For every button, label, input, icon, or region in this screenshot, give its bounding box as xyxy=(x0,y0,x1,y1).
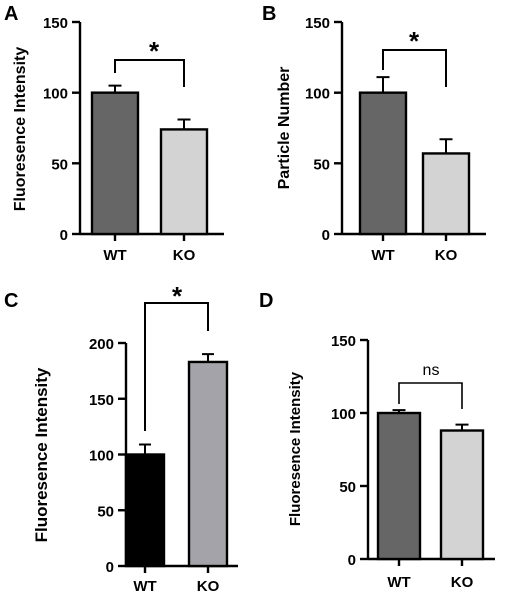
panel-d-tick-label: 50 xyxy=(339,479,356,496)
panel-c-tick-label: 100 xyxy=(89,448,114,465)
panel-c-y-axis: 0 50 100 150 200 xyxy=(89,336,128,576)
panel-d-x-axis: WT KO xyxy=(368,557,495,591)
panel-a-category-label: KO xyxy=(173,247,196,264)
panel-d: D Fluoresence Intensity 0 50 100 150 WT … xyxy=(259,290,495,591)
panel-d-errorbar-wt xyxy=(392,409,406,413)
panel-a-significance: * xyxy=(114,36,185,87)
panel-d-errorbar-ko xyxy=(455,423,469,431)
panel-a-bar-ko xyxy=(159,128,209,236)
panel-b-errorbar-ko xyxy=(439,138,453,154)
panel-b-errorbar-wt xyxy=(376,76,390,93)
panel-c-bar-wt xyxy=(124,453,166,568)
panel-a-tick-label: 0 xyxy=(60,227,68,244)
panel-a-category-label: WT xyxy=(103,247,126,264)
panel-a-tick-label: 100 xyxy=(43,86,68,103)
panel-a-errorbar-ko xyxy=(177,118,191,130)
panel-c-tick-label: 150 xyxy=(89,392,114,409)
panel-d-bar-ko xyxy=(439,429,485,561)
panel-d-ylabel: Fluoresence Intensity xyxy=(287,371,304,526)
panel-letter-c: C xyxy=(4,290,18,312)
panel-a-tick-label: 150 xyxy=(43,15,68,32)
panel-a-tick-label: 50 xyxy=(51,156,68,173)
panel-d-bars xyxy=(376,409,485,561)
panel-b-category-label: KO xyxy=(435,247,458,264)
panel-b-x-axis: WT KO xyxy=(342,232,486,264)
panel-c-category-label: WT xyxy=(133,578,156,595)
panel-d-category-label: KO xyxy=(451,574,474,591)
panel-c-errorbar-wt xyxy=(139,443,151,455)
panel-b: B Particle Number 0 50 100 150 WT KO xyxy=(262,3,486,264)
panel-b-category-label: WT xyxy=(371,247,394,264)
panel-letter-d: D xyxy=(259,290,273,312)
panel-letter-b: B xyxy=(262,3,276,25)
panel-a: A Fluoresence Intensity 0 50 100 150 WT … xyxy=(4,3,224,264)
panel-c-bar-ko xyxy=(187,360,229,568)
panel-a-errorbar-wt xyxy=(108,84,122,93)
panel-a-significance-label: * xyxy=(149,36,160,66)
panel-c-tick-label: 200 xyxy=(89,336,114,353)
panel-c-significance: * xyxy=(144,281,209,431)
panel-b-tick-label: 50 xyxy=(313,156,330,173)
panel-c-tick-label: 0 xyxy=(106,559,114,576)
panel-b-y-axis: 0 50 100 150 xyxy=(305,15,344,244)
panel-a-bars xyxy=(90,84,209,236)
panel-a-x-axis: WT KO xyxy=(80,232,224,264)
panel-c-bars xyxy=(124,353,229,568)
panel-d-tick-label: 0 xyxy=(348,552,356,569)
panel-b-ylabel: Particle Number xyxy=(276,67,293,190)
panel-a-bar-wt xyxy=(90,91,140,236)
panel-b-bar-ko xyxy=(421,152,471,236)
panel-d-tick-label: 150 xyxy=(331,333,356,350)
panel-b-bars xyxy=(358,76,471,236)
panel-b-significance-label: * xyxy=(409,26,420,56)
panel-b-bar-wt xyxy=(358,91,408,236)
panel-b-tick-label: 100 xyxy=(305,86,330,103)
panel-d-significance-label: ns xyxy=(423,362,440,379)
panel-c-category-label: KO xyxy=(197,578,220,595)
panel-d-bar-wt xyxy=(376,411,422,561)
panel-d-significance: ns xyxy=(398,362,463,409)
panel-b-tick-label: 150 xyxy=(305,15,330,32)
panel-letter-a: A xyxy=(4,3,18,25)
panel-c-tick-label: 50 xyxy=(97,503,114,520)
panel-a-ylabel: Fluoresence Intensity xyxy=(12,47,29,212)
panel-b-significance: * xyxy=(382,26,447,87)
panel-c-errorbar-ko xyxy=(202,353,214,362)
panel-d-y-axis: 0 50 100 150 xyxy=(331,333,370,569)
panel-c-significance-label: * xyxy=(172,281,183,311)
panel-d-tick-label: 100 xyxy=(331,406,356,423)
panel-b-tick-label: 0 xyxy=(322,227,330,244)
panel-d-category-label: WT xyxy=(387,574,410,591)
panel-c-x-axis: WT KO xyxy=(126,564,238,595)
panel-c-ylabel: Fluoresence Intensity xyxy=(32,367,51,542)
panel-a-y-axis: 0 50 100 150 xyxy=(43,15,82,244)
panel-c: C Fluoresence Intensity 0 50 100 150 200… xyxy=(4,281,238,595)
